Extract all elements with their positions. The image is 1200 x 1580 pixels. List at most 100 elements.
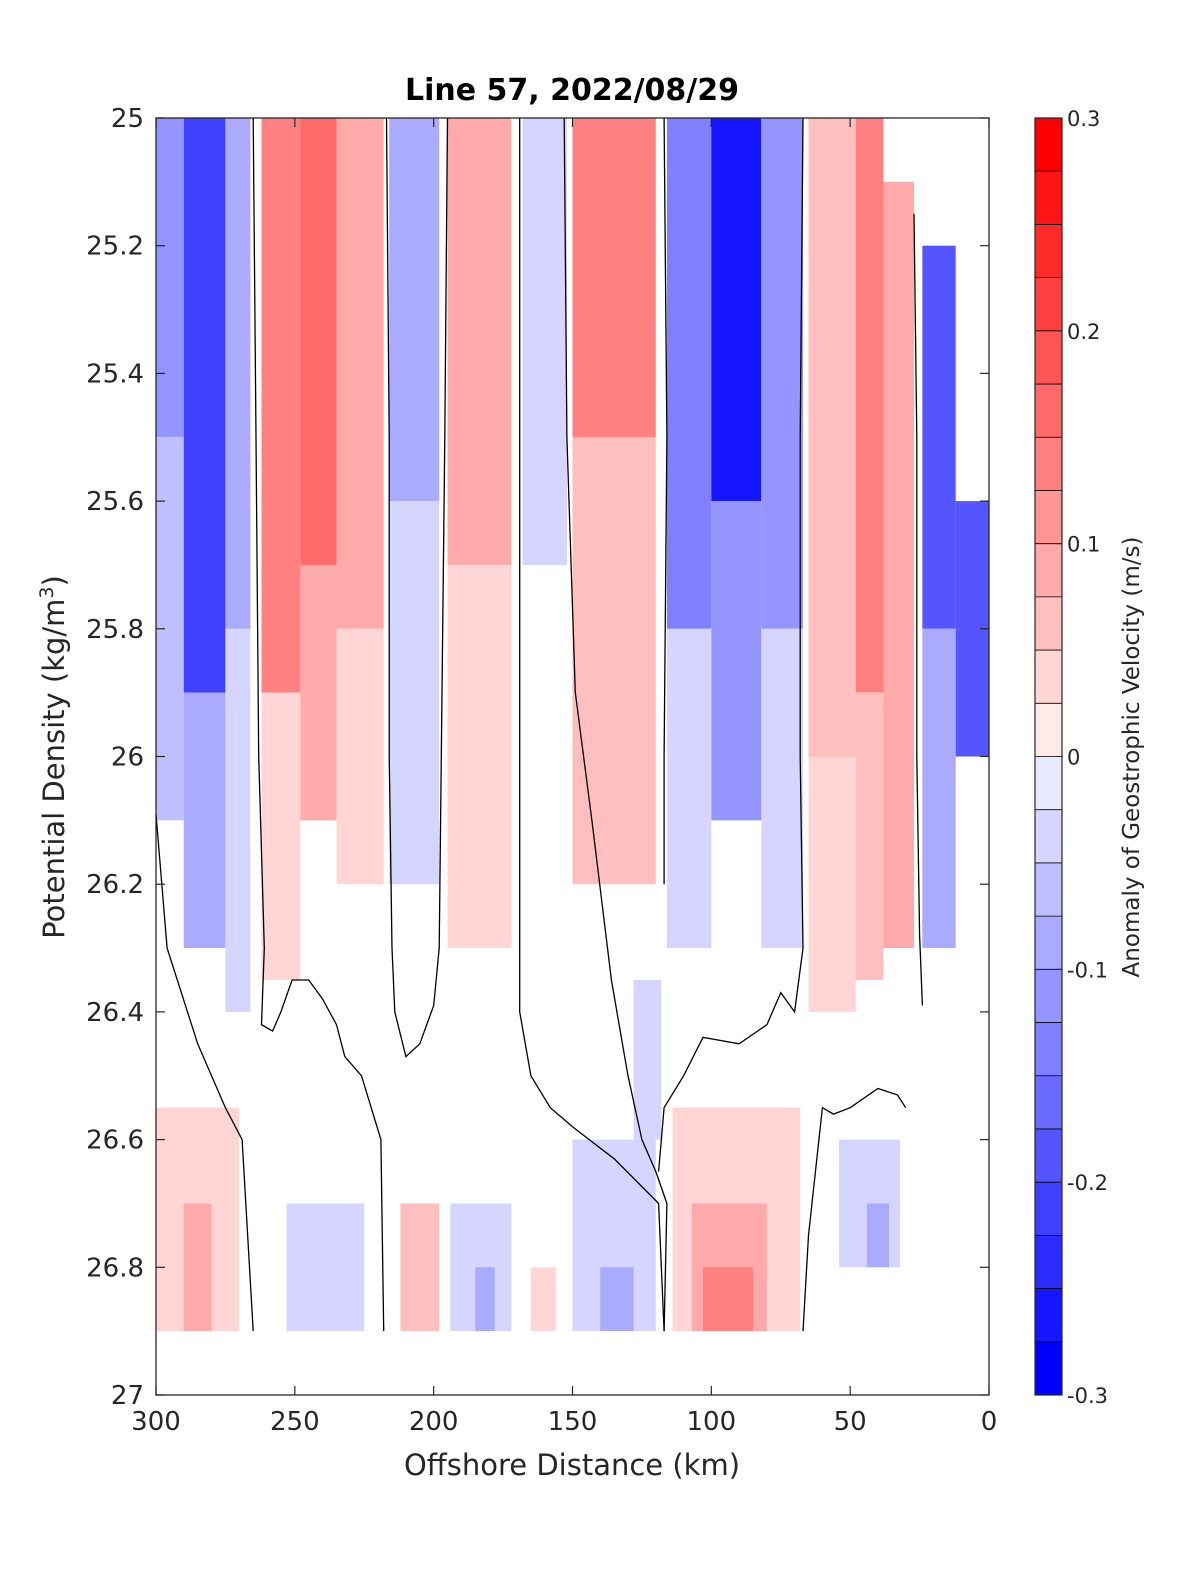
zero-contour-2 xyxy=(385,118,449,1058)
velocity-cell-41 xyxy=(600,1267,634,1332)
velocity-cell-35 xyxy=(286,1203,365,1332)
colorbar-swatch xyxy=(1035,437,1062,491)
colorbar-swatch xyxy=(1035,703,1062,757)
velocity-cell-12 xyxy=(389,118,440,502)
velocity-cell-39 xyxy=(530,1267,556,1332)
velocity-cell-17 xyxy=(572,118,656,438)
y-tick-label: 27 xyxy=(111,1381,144,1411)
x-tick-label: 100 xyxy=(687,1407,737,1437)
colorbar: 0.3 0.2 0.1 0 -0.1 -0.2 -0.3 xyxy=(1034,107,1108,1408)
colorbar-swatch xyxy=(1035,1341,1062,1396)
colorbar-swatch xyxy=(1035,916,1062,970)
colorbar-swatch xyxy=(1035,1182,1062,1236)
velocity-cell-21 xyxy=(711,118,762,502)
colorbar-swatch xyxy=(1035,384,1062,438)
velocity-cell-8 xyxy=(300,118,337,565)
velocity-cell-36 xyxy=(400,1203,440,1332)
velocity-cell-19 xyxy=(666,118,712,629)
colorbar-swatch xyxy=(1035,1235,1062,1289)
y-tick-label: 26.2 xyxy=(86,870,144,900)
velocity-field xyxy=(156,118,989,1395)
zero-contour-7 xyxy=(802,1087,907,1332)
zero-contour-3 xyxy=(519,118,665,1332)
velocity-cell-18 xyxy=(572,437,656,885)
velocity-cell-24 xyxy=(761,628,803,949)
colorbar-swatch xyxy=(1035,650,1062,704)
colorbar-tick-label: 0 xyxy=(1067,746,1080,770)
colorbar-label: Anomaly of Geostrophic Velocity (m/s) xyxy=(1119,537,1145,978)
x-tick-label: 300 xyxy=(131,1407,181,1437)
velocity-cell-27 xyxy=(855,118,884,693)
velocity-cell-2 xyxy=(183,118,226,693)
colorbar-tick-label: -0.3 xyxy=(1067,1384,1108,1408)
velocity-cell-13 xyxy=(389,501,440,885)
y-axis-label-end: ) xyxy=(37,575,71,586)
y-tick-label: 25.4 xyxy=(86,359,144,389)
velocity-cell-22 xyxy=(711,501,762,821)
velocity-cell-26 xyxy=(808,756,856,1012)
colorbar-swatch xyxy=(1035,277,1062,332)
x-tick-label: 50 xyxy=(834,1407,867,1437)
velocity-cell-47 xyxy=(866,1203,890,1268)
colorbar-swatch xyxy=(1035,969,1062,1023)
colorbar-swatch xyxy=(1035,171,1062,225)
x-tick-label: 150 xyxy=(548,1407,598,1437)
velocity-cell-42 xyxy=(633,979,662,1140)
velocity-cell-7 xyxy=(261,692,301,980)
velocity-cell-6 xyxy=(261,118,301,693)
zero-contour-6 xyxy=(657,118,804,1172)
y-tick-label: 25 xyxy=(111,104,144,134)
y-tick-label: 25.6 xyxy=(86,487,144,517)
colorbar-swatch xyxy=(1035,596,1062,651)
x-axis-label: Offshore Distance (km) xyxy=(404,1448,740,1482)
colorbar-tick-label: -0.1 xyxy=(1067,958,1108,982)
colorbar-swatch xyxy=(1035,224,1062,278)
colorbar-tick-label: 0.3 xyxy=(1067,107,1100,131)
y-tick-label: 26.6 xyxy=(86,1126,144,1156)
no-data-region xyxy=(156,1331,989,1395)
colorbar-tick-label: 0.1 xyxy=(1067,533,1100,557)
colorbar-swatch xyxy=(1035,1288,1062,1343)
velocity-cell-30 xyxy=(922,245,956,629)
x-tick-label: 0 xyxy=(981,1407,998,1437)
y-tick-label: 25.8 xyxy=(86,615,144,645)
x-axis: 300 250 200 150 100 50 0 xyxy=(131,118,997,1437)
velocity-cell-9 xyxy=(300,564,337,821)
x-tick-label: 250 xyxy=(270,1407,320,1437)
colorbar-swatch xyxy=(1035,809,1062,864)
zero-contour-1 xyxy=(252,118,385,1332)
velocity-cell-15 xyxy=(447,564,512,949)
y-axis-label: Potential Density (kg/m3) xyxy=(36,575,71,939)
y-tick-label: 25.2 xyxy=(86,232,144,262)
colorbar-tick-label: 0.2 xyxy=(1067,320,1100,344)
velocity-cell-16 xyxy=(522,118,567,565)
colorbar-swatch xyxy=(1035,1128,1062,1183)
y-axis-label-superscript: 3 xyxy=(36,586,58,598)
velocity-cell-29 xyxy=(883,181,915,949)
velocity-cell-45 xyxy=(703,1267,753,1332)
velocity-cell-20 xyxy=(666,628,712,949)
colorbar-swatch xyxy=(1035,862,1062,917)
zero-contours xyxy=(156,118,924,1332)
zero-contour-4 xyxy=(563,118,668,1332)
zero-contour-5 xyxy=(663,118,668,885)
velocity-cell-10 xyxy=(336,118,384,629)
zero-contour-0 xyxy=(156,813,254,1332)
velocity-cell-4 xyxy=(225,118,251,629)
velocity-cell-14 xyxy=(447,118,512,565)
velocity-cell-0 xyxy=(156,118,184,438)
colorbar-swatch xyxy=(1035,756,1062,811)
velocity-cell-25 xyxy=(808,118,856,757)
velocity-cell-23 xyxy=(761,118,803,629)
velocity-cell-28 xyxy=(855,692,884,980)
x-tick-label: 200 xyxy=(409,1407,459,1437)
y-tick-label: 26.8 xyxy=(86,1253,144,1283)
velocity-cell-34 xyxy=(183,1203,212,1332)
colorbar-swatch xyxy=(1035,1075,1062,1130)
colorbar-swatch xyxy=(1035,543,1062,598)
velocity-cell-11 xyxy=(336,628,384,885)
velocity-cell-3 xyxy=(183,692,226,949)
chart-title: Line 57, 2022/08/29 xyxy=(405,73,739,108)
